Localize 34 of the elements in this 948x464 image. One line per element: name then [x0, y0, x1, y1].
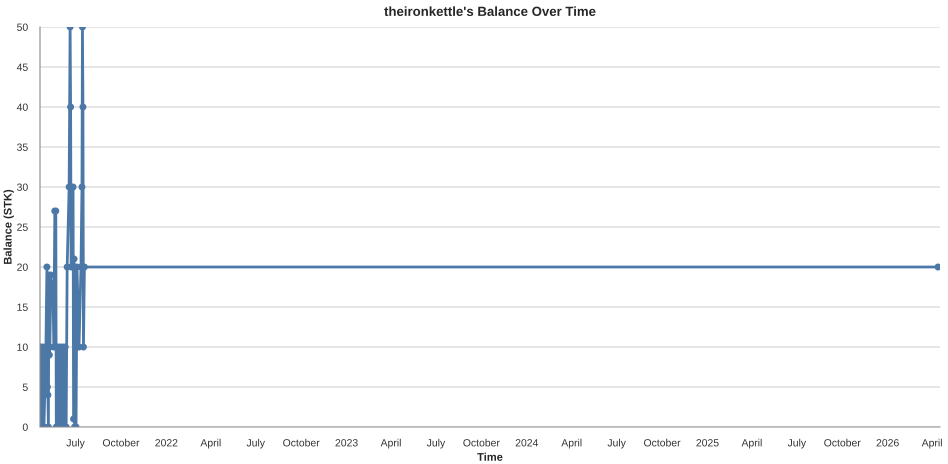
x-tick-label: April — [200, 438, 221, 449]
x-tick-label: October — [463, 438, 500, 446]
y-tick-label: 45 — [16, 64, 28, 71]
y-tick-label: 25 — [17, 224, 28, 231]
x-tick-label: 2026 — [876, 439, 899, 446]
x-tick-label: July — [788, 438, 806, 449]
y-axis-title: Balance (STK) — [3, 190, 14, 264]
x-tick-label: April — [380, 438, 401, 449]
x-tick-label: October — [824, 438, 861, 446]
x-tick-label: April — [742, 438, 762, 449]
x-tick-label: July — [608, 438, 626, 449]
y-tick-label: 10 — [17, 344, 28, 351]
y-tick-label: 0 — [22, 424, 28, 431]
x-tick-label: April — [561, 438, 582, 449]
x-tick-label: 2024 — [516, 439, 538, 446]
x-tick-label: April — [922, 438, 942, 449]
x-tick-label: 2023 — [336, 439, 358, 446]
y-tick-label: 30 — [17, 184, 28, 191]
y-tick-label: 35 — [17, 144, 28, 151]
x-tick-label: October — [644, 438, 680, 446]
x-tick-label: October — [283, 438, 320, 446]
x-tick-label: July — [66, 438, 85, 449]
y-tick-label: 40 — [16, 104, 28, 111]
x-tick-label: July — [426, 438, 446, 449]
x-axis-title: Time — [477, 452, 502, 461]
x-tick-label: 2022 — [155, 439, 178, 446]
x-tick-label: October — [102, 438, 140, 446]
y-tick-label: 5 — [22, 384, 28, 391]
y-tick-label: 50 — [17, 24, 28, 31]
x-tick-label: 2025 — [696, 439, 719, 446]
y-tick-label: 15 — [17, 304, 28, 311]
x-tick-label: July — [246, 438, 265, 449]
chart-title: theironkettle's Balance Over Time — [384, 6, 596, 16]
y-tick-label: 20 — [17, 264, 28, 271]
